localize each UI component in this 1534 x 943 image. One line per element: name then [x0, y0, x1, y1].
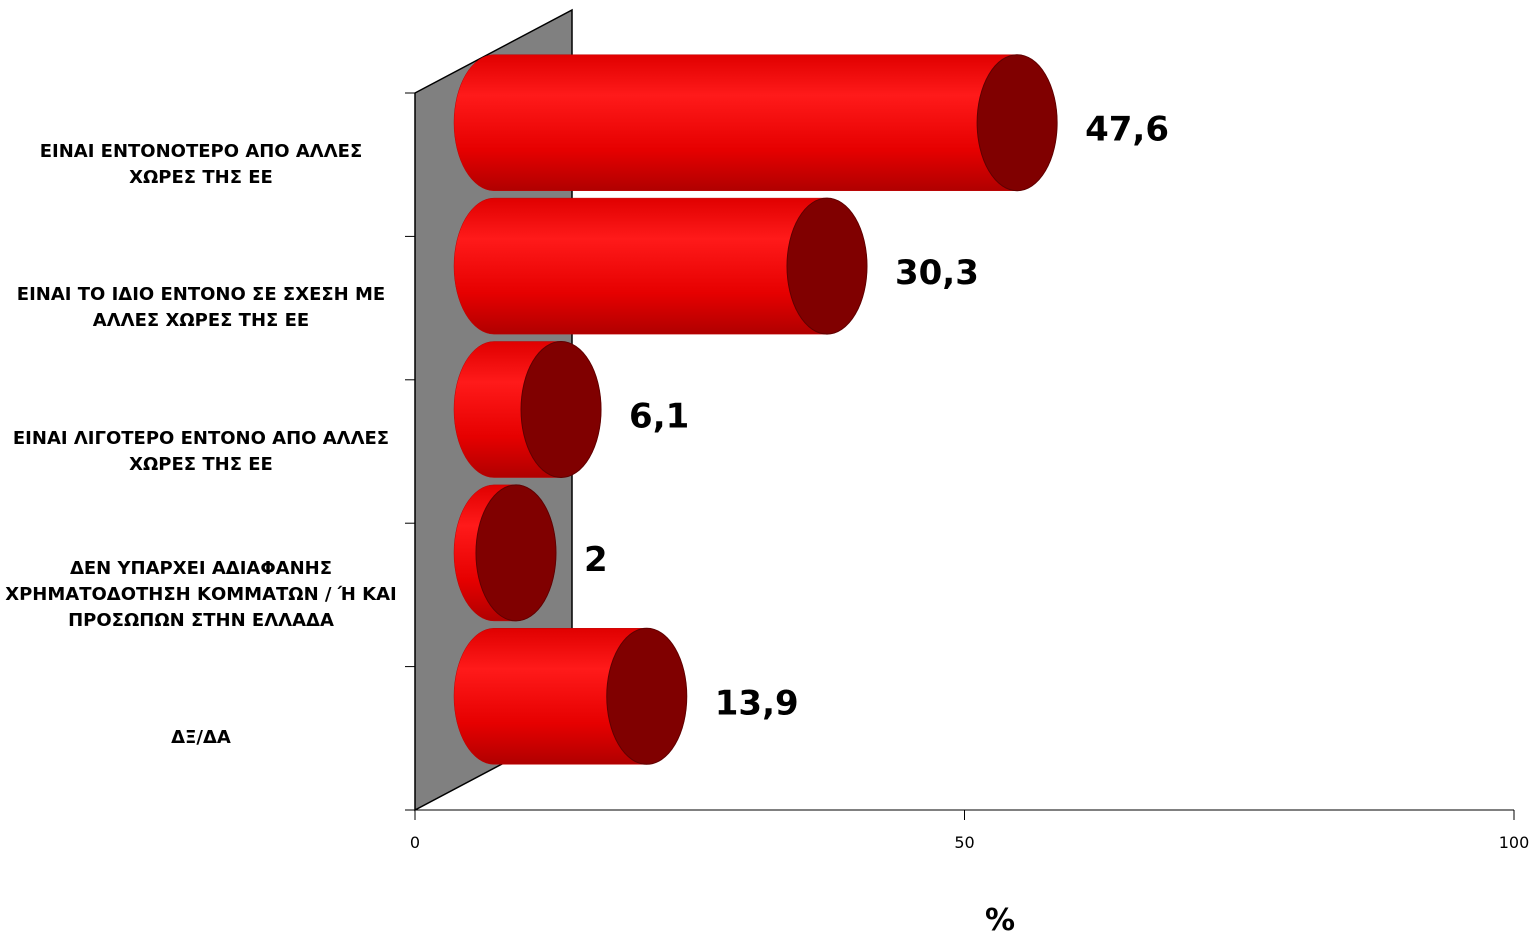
category-label: ΕΙΝΑΙ ΛΙΓΟΤΕΡΟ ΕΝΤΟΝΟ ΑΠΟ ΑΛΛΕΣ ΧΩΡΕΣ ΤΗ… — [12, 427, 390, 475]
x-tick-label: 50 — [954, 833, 974, 852]
value-label: 13,9 — [715, 683, 799, 723]
bar-end — [520, 341, 602, 478]
category-label: ΔΕΝ ΥΠΑΡΧΕΙ ΑΔΙΑΦΑΝΗΣ ΧΡΗΜΑΤΟΔΟΤΗΣΗ ΚΟΜΜ… — [5, 557, 397, 631]
category-label: ΕΙΝΑΙ ΕΝΤΟΝΟΤΕΡΟ ΑΠΟ ΑΛΛΕΣ ΧΩΡΕΣ ΤΗΣ ΕΕ — [39, 140, 363, 188]
value-label: 2 — [584, 540, 608, 580]
value-label: 47,6 — [1085, 110, 1169, 150]
bar-end — [786, 197, 868, 335]
category-label: ΔΞ/ΔΑ — [171, 727, 231, 749]
bar-end — [976, 54, 1058, 192]
x-tick-label: 0 — [410, 833, 420, 852]
x-tick-label: 100 — [1499, 833, 1530, 852]
bar-end — [606, 627, 688, 765]
bar-body — [453, 54, 1058, 191]
category-label: ΕΙΝΑΙ ΤΟ ΙΔΙΟ ΕΝΤΟΝΟ ΣΕ ΣΧΕΣΗ ΜΕ ΑΛΛΕΣ Χ… — [16, 284, 386, 332]
value-label: 6,1 — [629, 397, 689, 437]
value-label: 30,3 — [895, 253, 979, 293]
x-axis-title: % — [985, 903, 1015, 938]
bar-end — [475, 484, 557, 622]
